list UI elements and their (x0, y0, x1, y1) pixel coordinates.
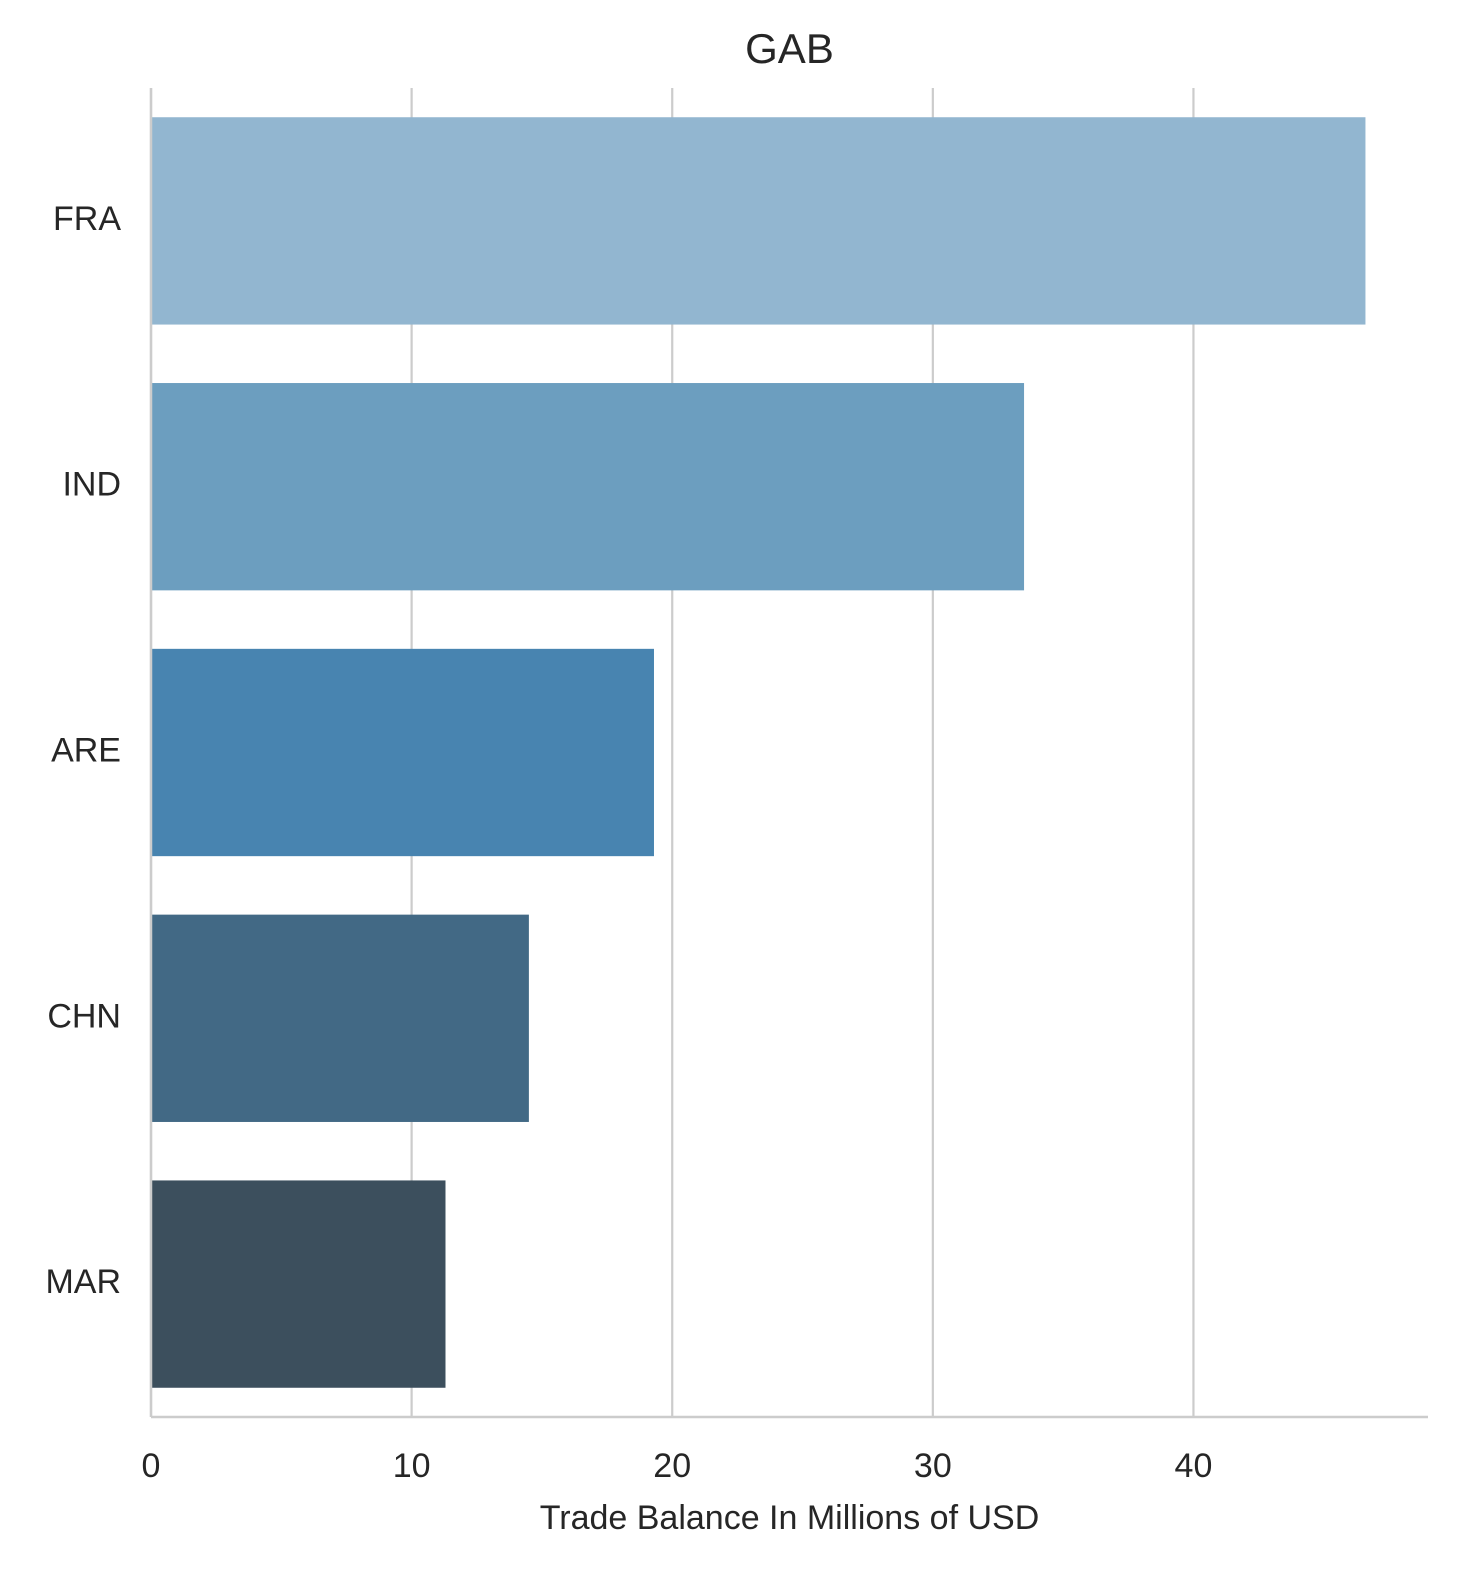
x-tick-label-4: 40 (1175, 1447, 1213, 1485)
bar-mar (151, 1180, 446, 1388)
bar-fra (151, 117, 1366, 325)
y-tick-label-are: ARE (51, 731, 121, 769)
x-tick-label-1: 10 (393, 1447, 431, 1485)
y-tick-labels: FRA IND ARE CHN MAR (45, 200, 121, 1301)
x-tick-label-0: 0 (142, 1447, 161, 1485)
x-axis-label: Trade Balance In Millions of USD (540, 1499, 1040, 1537)
y-tick-label-ind: IND (62, 466, 121, 504)
bar-ind (151, 383, 1025, 591)
axes (149, 88, 1428, 1419)
bars (151, 117, 1366, 1388)
y-tick-label-chn: CHN (47, 997, 121, 1035)
y-tick-label-fra: FRA (53, 200, 121, 238)
chart-title: GAB (745, 25, 834, 72)
bar-chn (151, 914, 529, 1122)
x-tick-label-3: 30 (914, 1447, 952, 1485)
bar-are (151, 648, 654, 857)
y-tick-label-mar: MAR (45, 1263, 121, 1301)
x-tick-label-2: 20 (653, 1447, 691, 1485)
x-tick-labels: 0 10 20 30 40 (142, 1447, 1213, 1485)
